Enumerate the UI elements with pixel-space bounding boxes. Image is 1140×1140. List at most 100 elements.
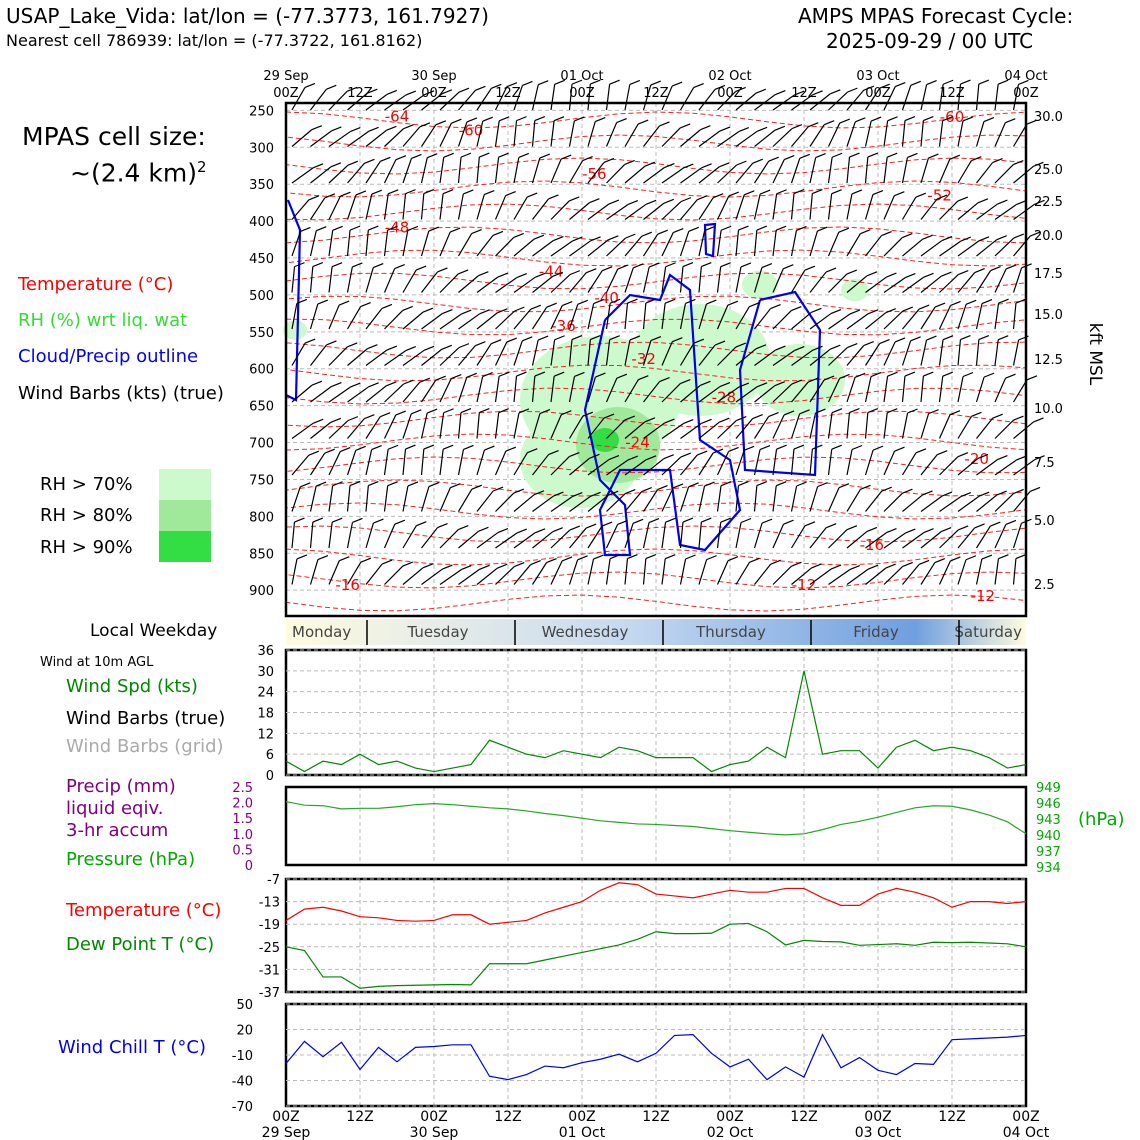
wind-barb-feather <box>794 346 805 352</box>
wind-barb-feather <box>533 490 545 496</box>
dew-label: Dew Point T (°C) <box>66 934 215 955</box>
wind-barb-feather <box>497 272 509 278</box>
wind-barb <box>735 130 758 147</box>
wind-barb-feather <box>671 81 683 87</box>
wind-barb-feather <box>706 555 717 561</box>
wind-barb-feather <box>693 83 704 89</box>
wind-barb-feather <box>936 450 948 456</box>
wind-barb-feather <box>811 307 822 313</box>
cell-size-exponent: 2 <box>197 158 207 176</box>
wind-barb <box>383 449 389 476</box>
wind-barb-feather <box>460 152 472 158</box>
wind-barb-feather <box>957 525 969 531</box>
wind-barb <box>624 421 646 439</box>
wind-barb <box>346 450 357 476</box>
wind-barb <box>828 273 848 293</box>
chill-tick-label: 50 <box>236 998 253 1013</box>
wind-barb <box>642 340 652 366</box>
wind-barb-feather <box>552 527 563 533</box>
wind-barb-feather <box>774 381 785 387</box>
wind-barb-feather <box>373 518 384 524</box>
wind-barb <box>328 230 334 257</box>
wind-barb <box>550 120 555 147</box>
wind-barb <box>384 565 404 585</box>
wind-barb <box>865 567 887 585</box>
wind-barb-feather <box>701 163 712 169</box>
wind-barb-feather <box>719 382 731 388</box>
wind-barb-feather <box>910 336 921 342</box>
wind-barb <box>550 240 573 257</box>
wind-barb <box>606 459 629 476</box>
wind-barb <box>920 454 938 476</box>
wind-barb <box>957 495 980 512</box>
wind-barb <box>938 158 951 184</box>
wind-barb <box>809 230 818 257</box>
wind-barb-feather <box>866 526 878 532</box>
wind-barb <box>346 266 353 293</box>
wind-spd-label: Wind Spd (kts) <box>66 676 198 697</box>
wind-barb <box>828 569 851 585</box>
wind-barb <box>902 308 920 330</box>
kft-tick-label: 17.5 <box>1034 267 1063 282</box>
wind-barb <box>754 129 776 147</box>
wind-barb-feather <box>616 118 627 124</box>
wind-barb <box>569 495 591 512</box>
wind-tick-label: 24 <box>257 686 274 701</box>
wind-barb-feather <box>526 192 538 198</box>
precip-tick-label: 1.5 <box>232 812 253 827</box>
wind-barb <box>310 88 327 111</box>
wind-barb <box>809 271 827 293</box>
wind-barb <box>883 565 904 585</box>
wind-barb <box>939 274 959 293</box>
wind-barb <box>457 449 465 476</box>
wind-barb-feather <box>387 444 399 450</box>
wind-barb-feather <box>1013 488 1024 494</box>
wind-barb <box>772 193 778 220</box>
wind-barb <box>624 523 634 549</box>
wind-barb-feather <box>755 344 767 350</box>
wind-barb <box>957 272 976 293</box>
wind-barb <box>402 269 417 293</box>
wind-barb-feather <box>364 414 375 420</box>
wind-barb-feather <box>664 162 675 169</box>
wind-barb <box>1013 459 1035 476</box>
temp-tick-label: -7 <box>267 873 280 888</box>
wind-barb <box>439 529 459 549</box>
wind-barb-feather <box>867 152 879 158</box>
wind-barb-feather <box>770 304 781 310</box>
wind-barb <box>365 449 373 476</box>
wind-barb <box>569 240 591 257</box>
isotherm-label: -32 <box>631 350 656 368</box>
weekday-name: Thursday <box>695 623 766 641</box>
panel-frame <box>284 877 1028 994</box>
wind-barb <box>716 485 722 512</box>
wind-barb <box>569 202 590 220</box>
wind-barb-feather <box>458 524 469 531</box>
wind-barb <box>309 197 326 220</box>
wind-barb <box>735 386 758 403</box>
wind-barb <box>587 459 610 476</box>
wind-barb-feather <box>608 490 619 496</box>
wind-barb-feather <box>330 417 342 423</box>
wind-barb <box>827 122 841 147</box>
wind-barb-feather <box>650 80 661 86</box>
wind-barb-feather <box>582 411 594 417</box>
wind-barb <box>550 200 570 220</box>
wind-barb <box>642 84 652 111</box>
wind-barb-feather <box>538 80 549 86</box>
chill-tick-label: -70 <box>232 1100 253 1115</box>
wind-barb-feather <box>608 199 620 205</box>
wind-barb-feather <box>941 236 953 242</box>
wind-barb <box>827 487 840 512</box>
wind-barb <box>735 230 740 257</box>
wind-barb-feather <box>624 159 635 166</box>
wind-barb-feather <box>922 490 933 496</box>
wind-barb <box>828 529 848 549</box>
wind-barb <box>790 158 801 184</box>
wind-barb-feather <box>872 445 884 451</box>
wind-barb <box>679 266 684 293</box>
wind-barb-feather <box>463 189 474 195</box>
wind-barb <box>550 274 571 293</box>
wind-barb-feather <box>443 152 454 158</box>
wind-barb <box>531 120 536 147</box>
